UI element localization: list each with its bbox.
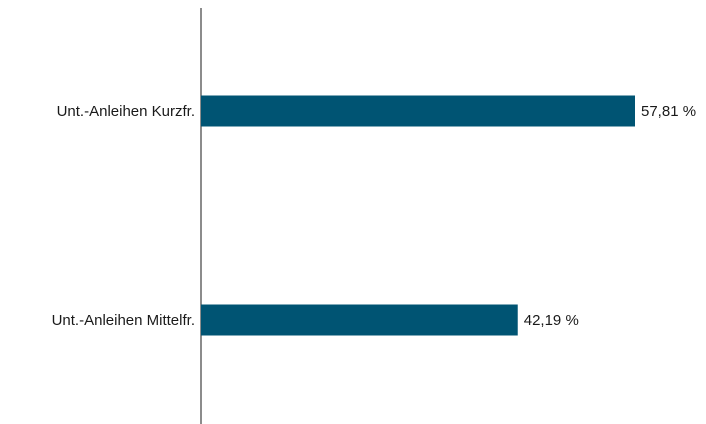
bar-2: [201, 304, 518, 336]
category-label-2: Unt.-Anleihen Mittelfr.: [52, 312, 195, 329]
value-label-2: 42,19 %: [524, 312, 579, 329]
bar-1: [201, 95, 635, 127]
value-label-1: 57,81 %: [641, 103, 696, 120]
bar-group: Unt.-Anleihen Kurzfr. 57,81 % Unt.-Anleihe…: [52, 95, 696, 336]
category-label-1: Unt.-Anleihen Kurzfr.: [57, 103, 195, 120]
